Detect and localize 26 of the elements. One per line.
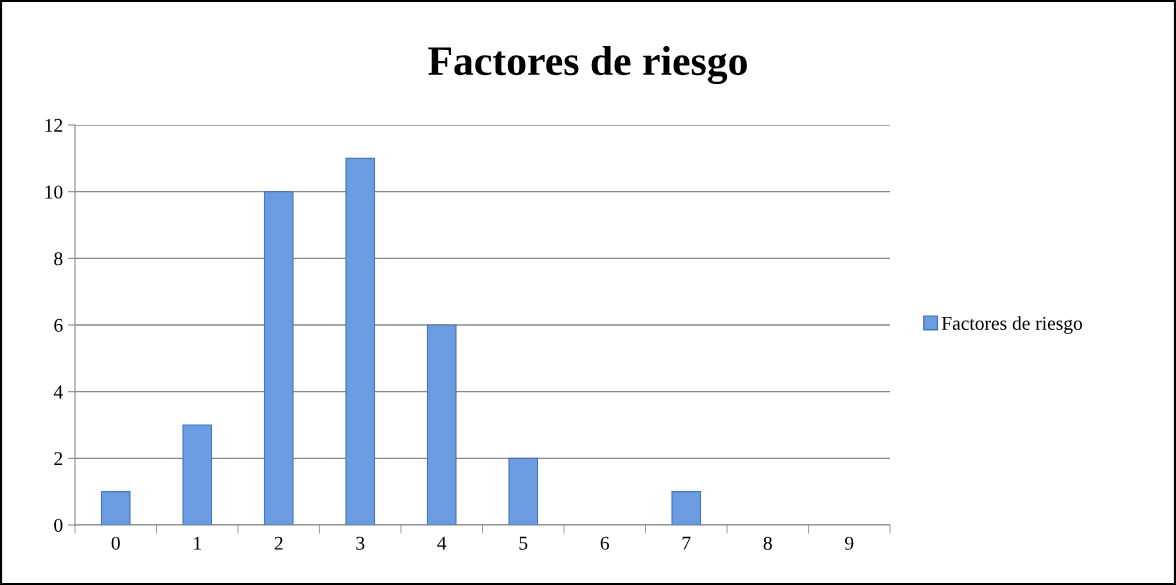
x-tick-label: 5 [519,536,528,550]
y-tick-label: 0 [54,518,63,532]
x-tick-label: 3 [356,536,365,550]
y-tick-label: 2 [54,452,63,466]
bar [426,324,457,525]
x-tick-label: 6 [600,536,610,550]
chart-title: Factores de riesgo [428,45,747,85]
x-tick-label: 4 [437,536,447,550]
y-tick-label: 8 [54,252,63,266]
x-tick-label: 2 [274,536,283,550]
bar [263,191,294,525]
x-tick-label: 1 [194,536,201,550]
x-tick-label: 9 [845,536,854,550]
y-tick-label: 6 [54,318,63,332]
bar [100,491,131,525]
legend-label: Factores de riesgo [941,316,1083,334]
bar [345,157,376,525]
bar [671,491,702,525]
y-tick-label: 4 [53,385,63,399]
bar [508,457,539,525]
y-tick-label: 12 [45,118,63,132]
y-tick-label: 10 [45,185,63,199]
x-tick-label: 7 [682,536,691,550]
x-tick-label: 0 [111,536,120,550]
x-tick-label: 8 [763,536,772,550]
bar [182,424,213,525]
